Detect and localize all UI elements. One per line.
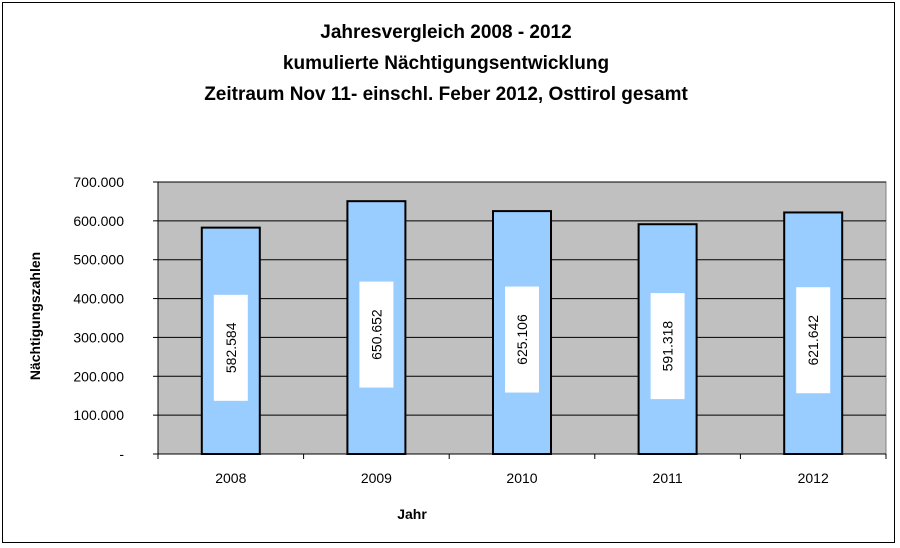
- chart-title-line-2: kumulierte Nächtigungsentwicklung: [283, 53, 609, 74]
- y-tick-label: 300.000: [73, 329, 124, 345]
- x-tick-label-2010: 2010: [506, 470, 537, 486]
- x-tick-label-2009: 2009: [361, 470, 392, 486]
- x-axis-title: Jahr: [397, 506, 427, 522]
- data-label-2009: 650.652: [368, 309, 384, 360]
- data-label-2010: 625.106: [514, 314, 530, 365]
- x-tick-label-2011: 2011: [653, 470, 683, 486]
- y-tick-label: 400.000: [73, 291, 124, 307]
- chart-title: Jahresvergleich 2008 - 2012 kumulierte N…: [204, 22, 688, 105]
- y-tick-label: 600.000: [73, 213, 124, 229]
- y-tick-label: 200.000: [73, 368, 124, 384]
- data-labels: 582.584 650.652 625.106 591.318 621.642: [213, 281, 831, 401]
- axes: [153, 181, 887, 459]
- chart-title-line-1: Jahresvergleich 2008 - 2012: [320, 22, 571, 43]
- y-tick-label: 500.000: [73, 252, 124, 268]
- y-tick-labels: - 100.000 200.000 300.000 400.000 500.000 600.…: [73, 174, 124, 462]
- y-axis-title: Nächtigungszahlen: [27, 252, 43, 380]
- data-label-2011: 591.318: [660, 321, 676, 372]
- data-label-2008: 582.584: [223, 322, 239, 373]
- chart-title-line-3: Zeitraum Nov 11- einschl. Feber 2012, Os…: [204, 84, 688, 105]
- y-tick-label: 100.000: [73, 407, 124, 423]
- data-label-box: [213, 294, 248, 401]
- data-label-box: [796, 287, 831, 394]
- y-tick-label: 700.000: [73, 174, 124, 190]
- y-tick-label: -: [119, 446, 124, 462]
- data-label-box: [505, 286, 539, 393]
- x-tick-labels: 2008 2009 2010 2011 2012: [215, 470, 829, 486]
- data-label-box: [650, 293, 685, 400]
- data-label-2012: 621.642: [805, 315, 821, 366]
- x-tick-label-2012: 2012: [798, 470, 829, 486]
- data-label-box: [359, 281, 394, 388]
- x-tick-label-2008: 2008: [215, 470, 246, 486]
